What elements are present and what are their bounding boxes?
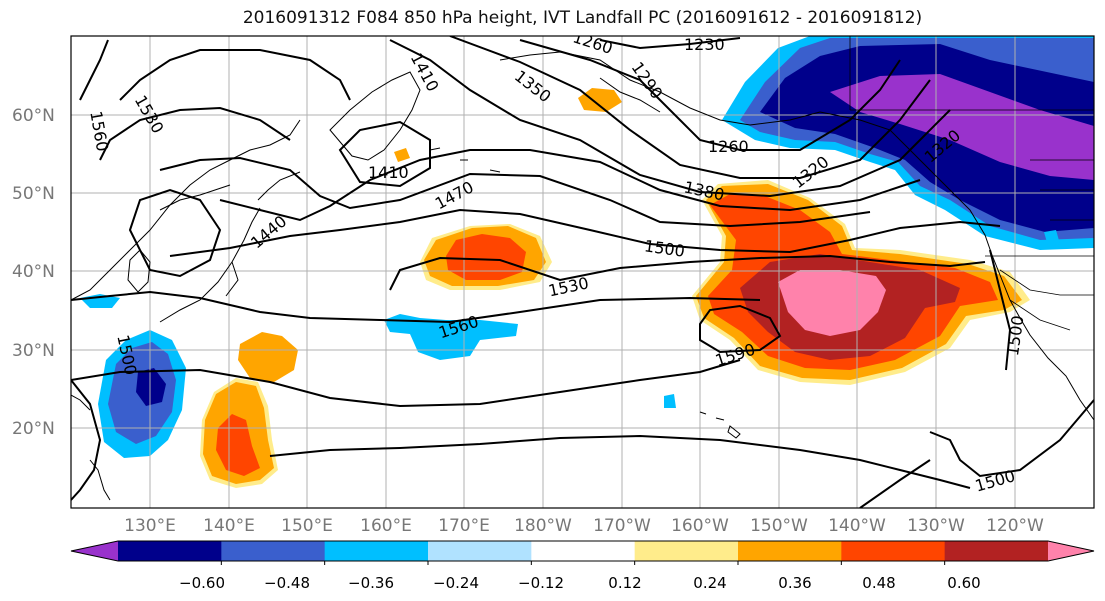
colorbar-tick-label: −0.36 [348, 574, 394, 592]
shade-region [1044, 230, 1060, 246]
colorbar-extend-left [71, 541, 118, 561]
contour-line [929, 399, 1094, 478]
shade-region [778, 270, 886, 336]
ivt-shading [80, 36, 1094, 488]
lon-label: 160°E [360, 516, 412, 536]
lon-label: 170°W [593, 516, 651, 536]
colorbar-bin [944, 541, 1049, 561]
contour-line [99, 106, 291, 161]
map-title: 2016091312 F084 850 hPa height, IVT Land… [242, 8, 923, 28]
colorbar-bin [428, 541, 532, 561]
colorbar-tick-label: −0.60 [179, 574, 225, 592]
lon-label: 150°E [281, 516, 333, 536]
latitude-labels: 60°N 50°N 40°N 30°N 20°N [12, 106, 55, 439]
contour-line [169, 208, 1001, 257]
contour-line [79, 39, 109, 101]
colorbar-bin [118, 541, 222, 561]
contour-line [269, 434, 971, 489]
lon-label: 160°W [671, 516, 729, 536]
contour-label: 1230 [684, 35, 725, 54]
colorbar-extend-right [1048, 541, 1094, 561]
lon-label: 130°E [124, 516, 176, 536]
contour-line [699, 304, 782, 354]
shade-region [830, 74, 1094, 180]
colorbar-bin [324, 541, 429, 561]
colorbar-tick-label: 0.12 [608, 574, 641, 592]
contour-line [128, 188, 222, 278]
contour-line [71, 379, 102, 501]
contour-line [119, 49, 351, 101]
shade-region [238, 332, 298, 382]
lat-label: 30°N [12, 341, 55, 361]
colorbar-bin [221, 541, 326, 561]
shade-region [446, 234, 526, 280]
shade-region [216, 414, 260, 476]
longitude-labels: 130°E 140°E 150°E 160°E 170°E 180°W 170°… [124, 516, 1044, 536]
lat-label: 50°N [12, 184, 55, 204]
lon-label: 140°W [828, 516, 886, 536]
shade-region [136, 368, 166, 406]
height-contours [71, 36, 1094, 508]
lon-label: 120°W [986, 516, 1044, 536]
colorbar-tick-label: 0.60 [947, 574, 980, 592]
colorbar [70, 540, 1095, 565]
contour-line [389, 39, 951, 198]
colorbar-tick-label: −0.24 [433, 574, 479, 592]
shade-region [394, 148, 410, 162]
colorbar-tick-label: 0.48 [862, 574, 895, 592]
contour-line [599, 37, 741, 50]
contour-line [159, 156, 871, 228]
colorbar-tick-label: 0.24 [693, 574, 726, 592]
colorbar-bin [841, 541, 946, 561]
gridlines [71, 36, 1094, 508]
colorbar-bin [634, 541, 739, 561]
lat-label: 60°N [12, 106, 55, 126]
contour-line [389, 254, 986, 291]
contour-line [989, 249, 1012, 371]
lon-label: 150°W [750, 516, 808, 536]
colorbar-tick-label: 0.36 [778, 574, 811, 592]
lat-label: 40°N [12, 262, 55, 282]
shade-region [664, 394, 676, 408]
contour-line [219, 149, 921, 222]
colorbar-tick-label: −0.12 [518, 574, 564, 592]
contour-label: 1260 [708, 137, 749, 156]
map-frame [70, 35, 1095, 509]
colorbar-tick-label: −0.48 [264, 574, 310, 592]
contour-line [449, 36, 931, 179]
lon-label: 130°W [907, 516, 965, 536]
contour-line [519, 39, 901, 151]
shade-region [578, 88, 622, 112]
colorbar-outline [70, 540, 1095, 562]
lat-label: 20°N [12, 419, 55, 439]
lon-label: 140°E [203, 516, 255, 536]
borders [849, 36, 1094, 331]
shade-region [384, 314, 518, 360]
colorbar-bin [531, 541, 636, 561]
colorbar-ticks: −0.60 −0.48 −0.36 −0.24 −0.12 0.12 0.24 … [179, 574, 981, 592]
contour-line [859, 459, 931, 508]
lon-label: 170°E [438, 516, 490, 536]
lon-label: 180°W [514, 516, 572, 536]
contour-line [71, 290, 761, 324]
contour-label: 1410 [368, 163, 409, 182]
contour-line [71, 359, 741, 408]
colorbar-bin [738, 541, 842, 561]
